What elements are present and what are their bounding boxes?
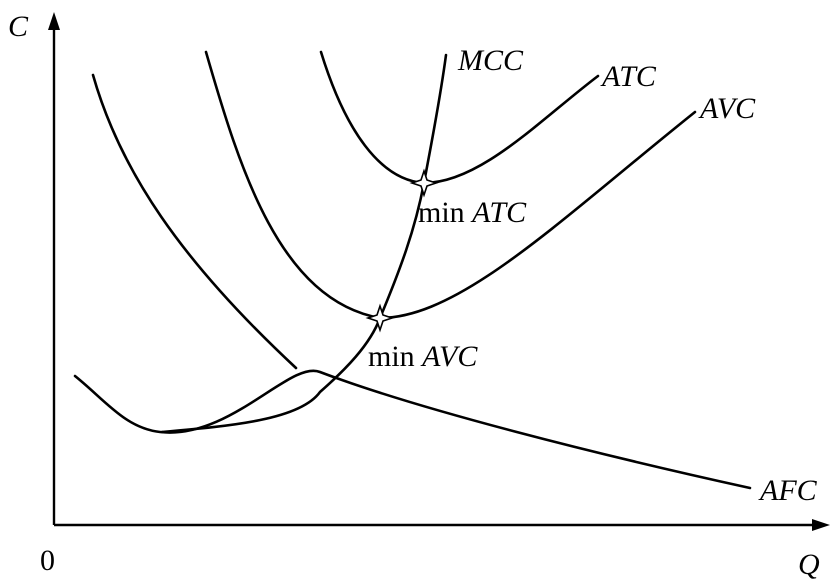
y-axis-label: C (8, 10, 29, 43)
min-atc-prefix: min (418, 196, 465, 229)
atc-label: ATC (600, 60, 657, 93)
min-avc-name: AVC (420, 340, 478, 373)
min-avc-label: min AVC (368, 340, 478, 373)
min-avc-prefix: min (368, 340, 415, 373)
afc-curve (73, 369, 752, 490)
x-axis-label: Q (798, 548, 820, 579)
mcc-curve (160, 53, 448, 434)
afc-upper-curve (91, 73, 298, 370)
min-atc-name: ATC (470, 196, 527, 229)
min-atc-star-icon (409, 168, 439, 198)
min-atc-label: min ATC (418, 196, 527, 229)
avc-label: AVC (698, 92, 756, 125)
min-avc-star-icon (365, 303, 395, 333)
afc-label: AFC (758, 474, 818, 507)
y-axis-arrow (48, 12, 60, 30)
mcc-label: MCC (457, 44, 524, 77)
origin-label: 0 (40, 544, 55, 577)
x-axis-arrow (812, 519, 830, 531)
